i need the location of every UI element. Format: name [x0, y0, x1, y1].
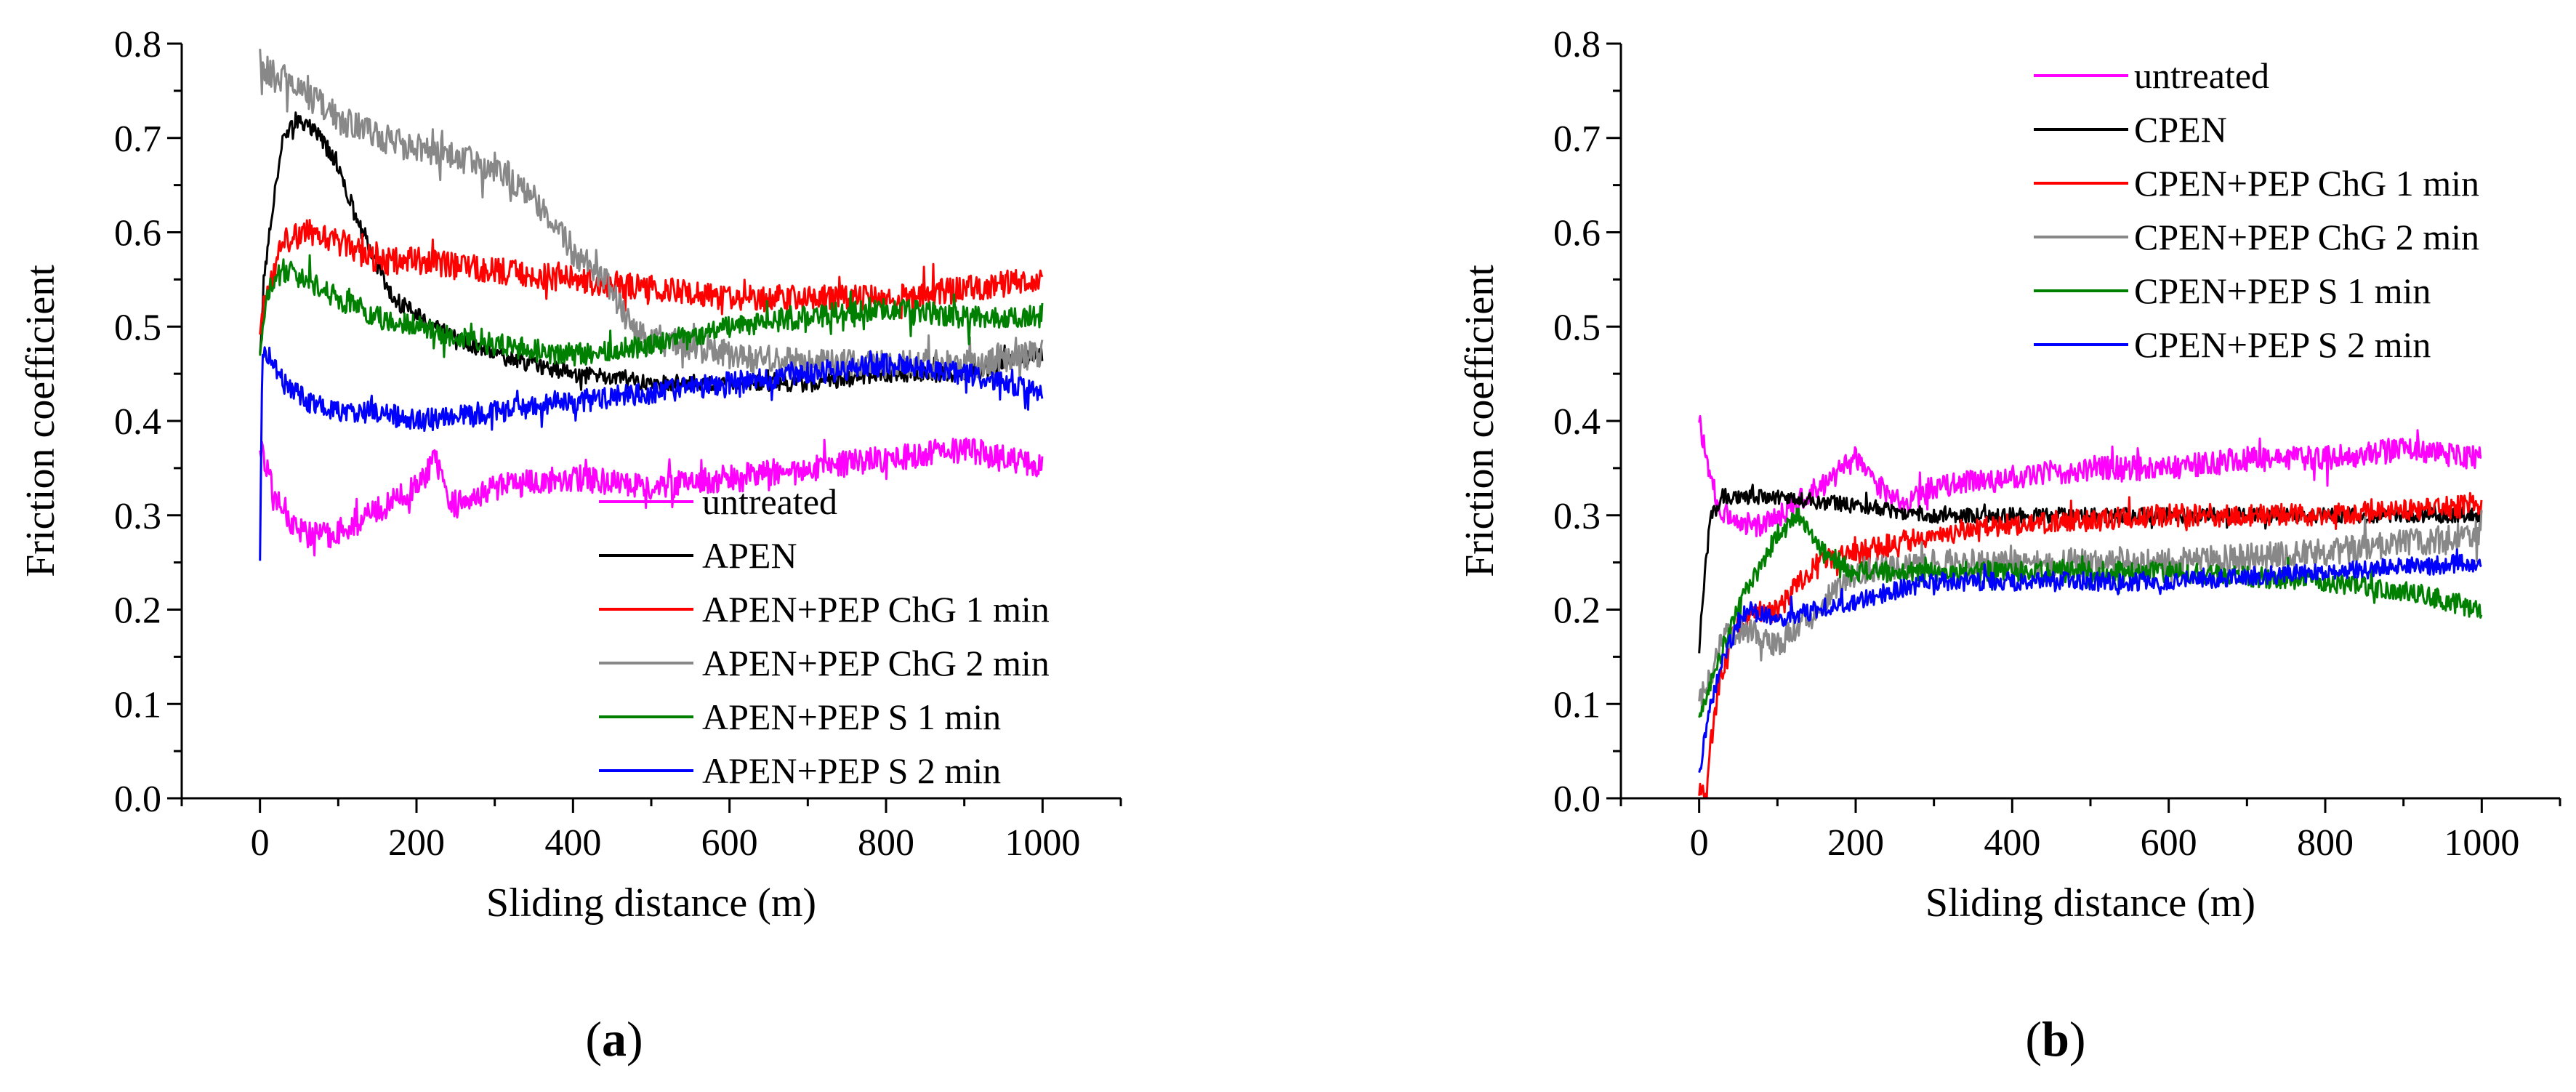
series-line-1: [259, 437, 1044, 557]
y-tick-label: 0.1: [114, 684, 161, 726]
y-axis-label: Friction coefficient: [18, 265, 63, 577]
legend-label: CPEN: [2134, 109, 2227, 150]
y-tick-label: 0.0: [114, 779, 161, 820]
y-tick-label: 0.7: [1553, 119, 1601, 160]
series-line-5: [259, 254, 1044, 367]
series-line-1: [1698, 414, 2482, 537]
legend-label: CPEN+PEP ChG 2 min: [2134, 217, 2479, 257]
series-line-6: [259, 346, 1044, 561]
x-tick-label: 800: [858, 822, 914, 864]
chart-panel-a: 0 200 400 600 800 1000 0.0 0.1 0.2 0.3 0.4 0.5 0.6 0.…: [18, 24, 1122, 926]
x-tick-label: 400: [1984, 822, 2040, 864]
x-tick-label: 0: [1690, 822, 1709, 864]
y-tick-label: 0.0: [1553, 779, 1601, 820]
legend-label: APEN+PEP S 1 min: [702, 696, 1001, 737]
legend: untreated CPEN CPEN+PEP ChG 1 min CPEN+PEP …: [2034, 55, 2479, 365]
y-tick-label: 0.3: [114, 496, 161, 537]
x-tick-label: 200: [388, 822, 445, 864]
series-line-3: [1698, 491, 2483, 798]
y-tick-label: 0.6: [114, 213, 161, 254]
x-tick-label: 600: [701, 822, 758, 864]
y-tick-label: 0.4: [1553, 401, 1601, 443]
series-line-5: [1698, 507, 2483, 718]
legend-label: untreated: [702, 481, 837, 522]
legend-label: APEN: [702, 535, 797, 576]
plot-area: [1698, 414, 2483, 798]
series-line-4: [1698, 510, 2483, 712]
x-tick-label: 200: [1827, 822, 1884, 864]
y-tick-label: 0.4: [114, 401, 161, 443]
series-line-6: [1698, 548, 2482, 773]
legend-label: CPEN+PEP ChG 1 min: [2134, 163, 2479, 204]
x-tick-label: 1000: [1005, 822, 1080, 864]
series-line-4: [259, 49, 1044, 383]
legend-label: CPEN+PEP S 1 min: [2134, 270, 2431, 311]
x-tick-label: 1000: [2444, 822, 2519, 864]
x-tick-label: 400: [544, 822, 601, 864]
y-tick-label: 0.8: [114, 24, 161, 65]
legend-label: APEN+PEP ChG 2 min: [702, 643, 1050, 683]
x-axis-label: Sliding distance (m): [486, 880, 816, 926]
plot-area: [259, 49, 1044, 561]
x-axis-label: Sliding distance (m): [1925, 880, 2255, 926]
y-tick-label: 0.6: [1553, 213, 1601, 254]
y-axis-label: Friction coefficient: [1457, 265, 1502, 577]
series-line-3: [259, 219, 1044, 335]
x-tick-label: 0: [251, 822, 270, 864]
y-tick-label: 0.2: [1553, 590, 1601, 632]
x-tick-label: 800: [2297, 822, 2354, 864]
y-tick-label: 0.3: [1553, 496, 1601, 537]
y-tick-label: 0.2: [114, 590, 161, 632]
y-tick-label: 0.1: [1553, 684, 1601, 726]
legend-label: CPEN+PEP S 2 min: [2134, 324, 2431, 365]
panel-letter-b: b: [2042, 1011, 2069, 1067]
panel-label-b: (b): [2025, 1011, 2085, 1067]
y-tick-label: 0.8: [1553, 24, 1601, 65]
x-tick-label: 600: [2141, 822, 2197, 864]
y-tick-label: 0.5: [114, 307, 161, 348]
legend-label: APEN+PEP ChG 1 min: [702, 589, 1050, 630]
legend-label: untreated: [2134, 55, 2269, 96]
panel-label-a: (a): [585, 1011, 643, 1067]
y-tick-label: 0.7: [114, 119, 161, 160]
panel-letter-a: a: [602, 1011, 627, 1067]
chart-panel-b: 0 200 400 600 800 1000 0.0 0.1 0.2 0.3 0.4 0.5 0.6 0.…: [1457, 24, 2561, 926]
y-tick-label: 0.5: [1553, 307, 1601, 348]
legend: untreated APEN APEN+PEP ChG 1 min APEN+PEP …: [599, 481, 1050, 791]
legend-label: APEN+PEP S 2 min: [702, 750, 1001, 791]
